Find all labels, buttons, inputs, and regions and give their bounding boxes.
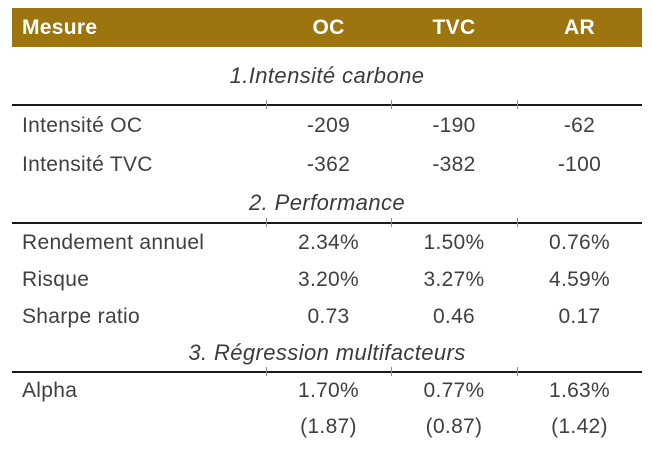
row-label: Risque: [22, 267, 90, 291]
horizontal-rule: [12, 367, 642, 376]
header-cell-oc: OC: [312, 15, 345, 39]
row-label: Rendement annuel: [22, 230, 205, 254]
table-row: Intensité OC -209 -190 -62: [12, 106, 642, 145]
cell-value: -382: [432, 152, 476, 176]
cell-value: (1.42): [551, 415, 608, 438]
section-title-regression-multifacteurs: 3. Régression multifacteurs: [188, 340, 466, 365]
cell-value: -100: [557, 152, 602, 176]
cell-value: 4.59%: [548, 267, 611, 291]
row-label: Sharpe ratio: [22, 304, 141, 328]
cell-value: -62: [563, 113, 596, 137]
column-tick: [391, 367, 392, 376]
table-row: Risque 3.20% 3.27% 4.59%: [12, 261, 642, 298]
cell-value: 0.77%: [423, 379, 485, 402]
cell-value: 0.73: [307, 304, 350, 328]
horizontal-rule: [12, 218, 642, 227]
cell-value: (0.87): [425, 415, 483, 438]
header-cell-ar: AR: [564, 15, 595, 39]
section-title-performance: 2. Performance: [248, 190, 405, 215]
cell-value: 1.70%: [297, 379, 360, 402]
cell-value: 0.46: [432, 304, 476, 328]
cell-value: -209: [306, 113, 351, 137]
table-row: Rendement annuel 2.34% 1.50% 0.76%: [12, 224, 642, 261]
cell-value: (1.87): [300, 415, 357, 438]
row-label: Intensité TVC: [22, 152, 153, 176]
cell-value: 2.34%: [297, 230, 360, 254]
row-label: Alpha: [22, 379, 78, 402]
column-tick: [266, 367, 267, 376]
cell-value: 1.50%: [423, 230, 485, 254]
table-row: (1.87) (0.87) (1.42): [12, 409, 642, 445]
results-table: Mesure OC TVC AR 1.Intensité carbone Int…: [12, 8, 642, 445]
cell-value: 3.20%: [297, 267, 360, 291]
cell-value: 0.17: [558, 304, 601, 328]
column-tick: [391, 100, 392, 109]
cell-value: -190: [432, 113, 476, 137]
section-title-intensite-carbone: 1.Intensité carbone: [229, 62, 425, 88]
cell-value: -362: [306, 152, 351, 176]
column-tick: [517, 218, 518, 227]
table-row: Alpha 1.70% 0.77% 1.63%: [12, 373, 642, 409]
column-tick: [266, 218, 267, 227]
cell-value: 3.27%: [423, 267, 485, 291]
header-cell-mesure: Mesure: [22, 15, 98, 39]
header-cell-tvc: TVC: [432, 15, 476, 39]
horizontal-rule: [12, 100, 642, 109]
row-label: Intensité OC: [22, 113, 143, 137]
column-tick: [517, 367, 518, 376]
table-header-row: Mesure OC TVC AR: [12, 8, 642, 47]
cell-value: 0.76%: [548, 230, 611, 254]
column-tick: [517, 100, 518, 109]
table-row: Sharpe ratio 0.73 0.46 0.17: [12, 298, 642, 335]
column-tick: [266, 100, 267, 109]
column-tick: [391, 218, 392, 227]
table-row: Intensité TVC -362 -382 -100: [12, 145, 642, 184]
cell-value: 1.63%: [548, 379, 611, 402]
